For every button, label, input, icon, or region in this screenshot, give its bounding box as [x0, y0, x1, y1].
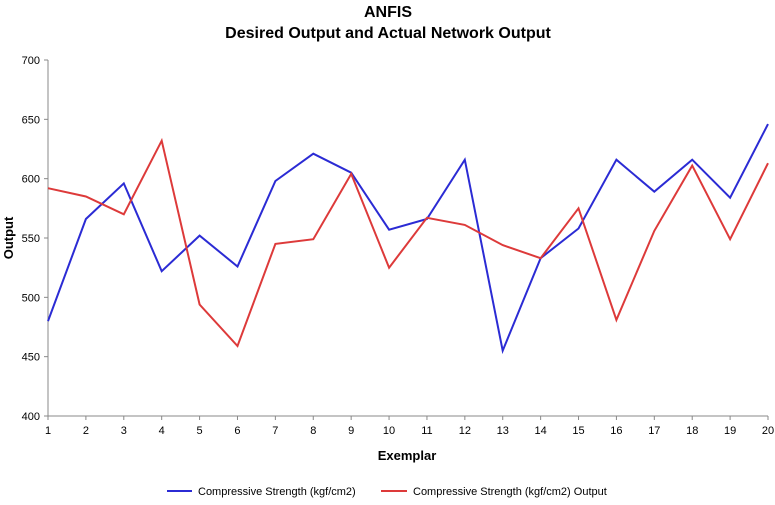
- x-tick-label: 8: [310, 425, 316, 437]
- x-tick-label: 5: [197, 425, 203, 437]
- x-tick-label: 20: [762, 425, 774, 437]
- legend: Compressive Strength (kgf/cm2) Compressiv…: [167, 486, 607, 498]
- x-tick-label: 9: [348, 425, 354, 437]
- series-line-2: [47, 137, 769, 348]
- x-tick-label: 14: [535, 425, 547, 437]
- y-tick-label: 400: [22, 411, 40, 423]
- x-tick-label: 10: [383, 425, 395, 437]
- legend-label-1: Compressive Strength (kgf/cm2): [198, 486, 356, 498]
- x-tick-label: 11: [421, 425, 432, 437]
- x-tick-label: 7: [272, 425, 278, 437]
- y-tick-label: 650: [22, 114, 40, 126]
- x-tick-label: 15: [572, 425, 584, 437]
- x-tick-label: 4: [159, 425, 165, 437]
- x-tick-label: 3: [121, 425, 127, 437]
- x-tick-label: 18: [686, 425, 698, 437]
- x-tick-label: 16: [610, 425, 622, 437]
- chart-title: ANFIS: [364, 4, 412, 21]
- x-axis-title: Exemplar: [378, 448, 437, 463]
- y-tick-label: 550: [22, 233, 40, 245]
- x-tick-label: 13: [497, 425, 509, 437]
- legend-label-2: Compressive Strength (kgf/cm2) Output: [413, 486, 607, 498]
- y-tick-label: 700: [22, 55, 40, 67]
- y-tick-label: 600: [22, 174, 40, 186]
- x-tick-label: 19: [724, 425, 736, 437]
- x-tick-label: 12: [459, 425, 471, 437]
- chart-subtitle: Desired Output and Actual Network Output: [225, 25, 551, 42]
- x-tick-label: 6: [234, 425, 240, 437]
- x-tick-label: 17: [648, 425, 660, 437]
- y-tick-label: 500: [22, 292, 40, 304]
- y-axis-title: Output: [1, 216, 16, 259]
- x-tick-label: 2: [83, 425, 89, 437]
- series-line-1: [47, 123, 769, 355]
- x-tick-label: 1: [45, 425, 51, 437]
- y-tick-label: 450: [22, 352, 40, 364]
